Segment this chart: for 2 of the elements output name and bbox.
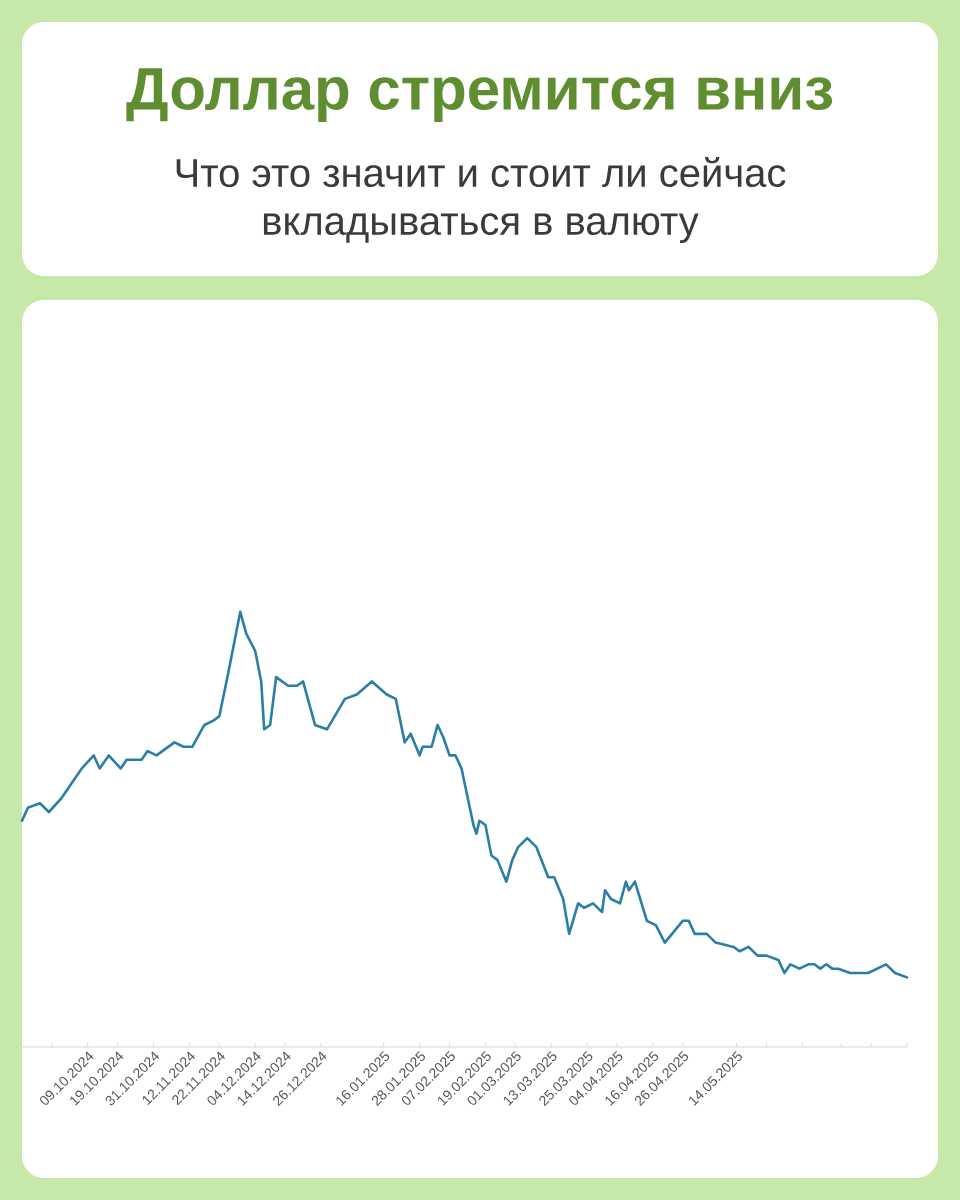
chart-title: Доллар стремится вниз xyxy=(126,68,833,122)
chart-subtitle: Что это значит и стоит ли сейчас вкладываться в валюту xyxy=(176,157,786,243)
